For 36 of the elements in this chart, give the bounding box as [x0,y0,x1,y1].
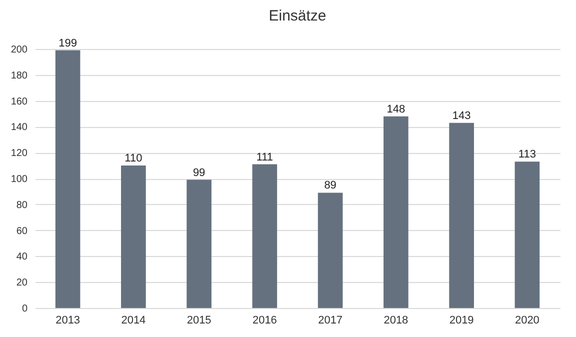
y-tick-label: 160 [10,96,28,108]
x-tick-label: 2020 [514,314,540,326]
bar [449,122,474,308]
y-tick-label: 20 [16,278,28,289]
data-label: 111 [256,151,274,164]
x-tick-label: 2016 [252,314,277,326]
x-tick-label: 2014 [121,314,146,326]
y-tick-label: 100 [10,174,28,185]
data-label: 148 [386,103,406,116]
y-tick-label: 120 [10,148,28,160]
bar [252,164,278,308]
y-tick-label: 200 [10,44,28,56]
y-tick-label: 40 [16,252,28,263]
data-label: 113 [518,148,536,161]
x-tick-label: 2018 [384,314,408,326]
bar [384,116,408,308]
chart-title: Einsätze [268,7,326,24]
y-tick-label: 80 [16,200,28,211]
data-label: 89 [324,180,336,192]
bar [186,180,212,308]
x-tick-label: 2013 [56,314,80,326]
x-tick-label: 2019 [449,314,474,326]
bar [121,166,146,308]
data-label: 199 [58,37,77,50]
data-label: 110 [124,152,142,165]
bar [514,162,540,308]
bar [55,50,80,308]
y-tick-label: 0 [22,304,28,314]
data-label: 143 [452,110,471,122]
y-tick-label: 180 [10,70,28,82]
y-tick-label: 60 [16,226,28,237]
data-label: 99 [192,166,206,179]
x-tick-label: 2015 [186,314,212,326]
bar [318,192,343,308]
x-tick-label: 2017 [318,314,343,326]
y-tick-label: 140 [10,122,28,134]
